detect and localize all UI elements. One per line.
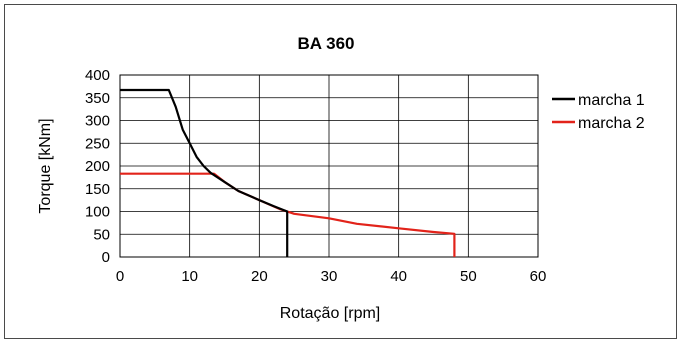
x-tick-labels: 0 10 20 30 40 50 60 (116, 268, 547, 285)
x-tick-label: 30 (321, 268, 338, 285)
y-tick-label: 200 (85, 158, 110, 175)
x-tick-label: 60 (530, 268, 547, 285)
x-tick-label: 40 (390, 268, 407, 285)
series-layer (120, 88, 456, 257)
y-tick-label: 300 (85, 113, 110, 130)
y-tick-label: 350 (85, 90, 110, 107)
y-tick-label: 0 (102, 249, 110, 266)
chart-frame (4, 4, 677, 339)
x-tick-label: 10 (181, 268, 198, 285)
series-line-marcha-1 (120, 88, 289, 257)
grid-lines (119, 74, 539, 258)
y-tick-label: 50 (93, 226, 110, 243)
legend-label: marcha 2 (578, 115, 645, 132)
y-tick-label: 400 (85, 67, 110, 84)
legend-label: marcha 1 (578, 92, 645, 109)
y-tick-labels: 0 50 100 150 200 250 300 350 400 (85, 67, 110, 266)
x-axis-label: Rotação [rpm] (280, 305, 380, 322)
plot-area (119, 74, 539, 258)
y-tick-label: 100 (85, 204, 110, 221)
y-axis-label: Torque [kNm] (37, 118, 54, 213)
x-tick-label: 50 (460, 268, 477, 285)
legend: marcha 1 marcha 2 (552, 92, 645, 132)
y-tick-label: 150 (85, 181, 110, 198)
chart-title: BA 360 (297, 34, 354, 53)
x-tick-label: 20 (251, 268, 268, 285)
y-tick-label: 250 (85, 135, 110, 152)
x-tick-label: 0 (116, 268, 124, 285)
